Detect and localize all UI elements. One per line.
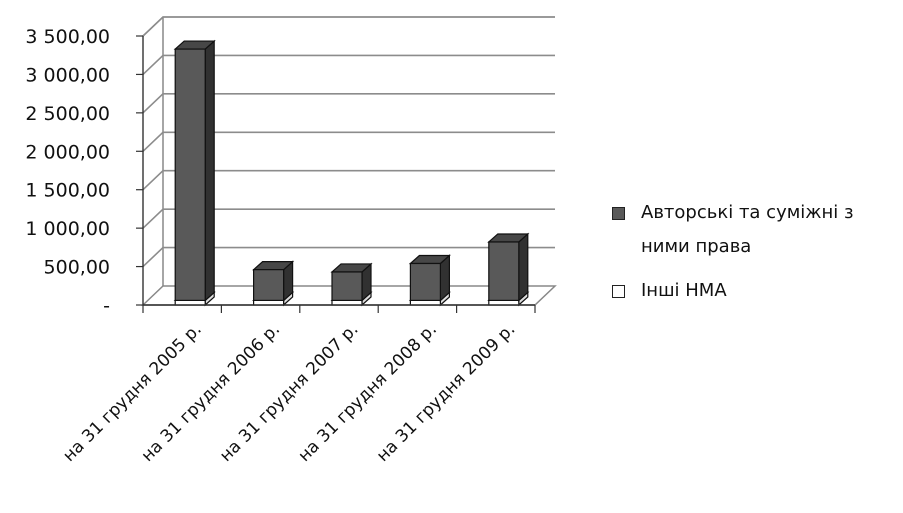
legend-label-copyrights: Авторські та суміжні з ними права	[641, 202, 854, 257]
gridline	[142, 246, 555, 268]
bar-segment	[252, 260, 295, 302]
gridlines	[142, 16, 555, 268]
bars	[173, 39, 530, 307]
x-tick-label: на 31 грудня 2006 р.	[138, 319, 284, 465]
legend: Авторські та суміжні з ними права Інші Н…	[612, 196, 902, 318]
legend-label-other-intangibles: Інші НМА	[641, 280, 727, 301]
gridline	[142, 131, 555, 152]
x-tick-label: на 31 грудня 2009 р.	[373, 319, 519, 465]
bar-segment	[173, 39, 216, 302]
y-tick-label: 1 000,00	[25, 218, 110, 240]
gridline	[142, 93, 555, 114]
y-tick-labels: - 500,00 1 000,00 1 500,00 2 000,00 2 500,00 3…	[25, 26, 110, 317]
gridline	[142, 169, 555, 191]
gridline	[142, 208, 555, 229]
y-tick-label: 500,00	[44, 257, 110, 279]
x-tick-label: на 31 грудня 2008 р.	[294, 319, 440, 465]
x-tick-label: на 31 грудня 2005 р.	[59, 319, 205, 465]
y-tick-label: 2 000,00	[25, 141, 110, 163]
axes	[136, 35, 536, 313]
bar-front	[174, 48, 206, 301]
x-tick-label: на 31 грудня 2007 р.	[216, 319, 362, 465]
bar-segment	[408, 254, 451, 302]
bar-side	[204, 39, 215, 302]
x-tick-labels: на 31 грудня 2005 р.на 31 грудня 2006 р.…	[59, 319, 519, 465]
legend-item-copyrights: Авторські та суміжні з ними права	[612, 196, 902, 264]
bar-side	[518, 232, 529, 302]
legend-item-other-intangibles: Інші НМА	[612, 274, 902, 308]
back-wall-top	[142, 16, 555, 37]
gridline	[142, 16, 555, 37]
bar-segment	[330, 262, 373, 302]
legend-swatch-copyrights	[612, 207, 625, 220]
y-tick-label: 3 000,00	[25, 64, 110, 86]
y-tick-label: 2 500,00	[25, 103, 110, 125]
bar-front	[253, 269, 285, 301]
bar-segment	[487, 232, 530, 302]
y-tick-label: 1 500,00	[25, 180, 110, 202]
y-tick-label: -	[103, 295, 110, 317]
y-tick-label: 3 500,00	[25, 26, 110, 48]
gridline	[142, 54, 555, 76]
bar-front	[409, 262, 441, 301]
bar-front	[488, 241, 520, 301]
legend-swatch-other-intangibles	[612, 285, 625, 298]
bar-front	[331, 271, 363, 301]
